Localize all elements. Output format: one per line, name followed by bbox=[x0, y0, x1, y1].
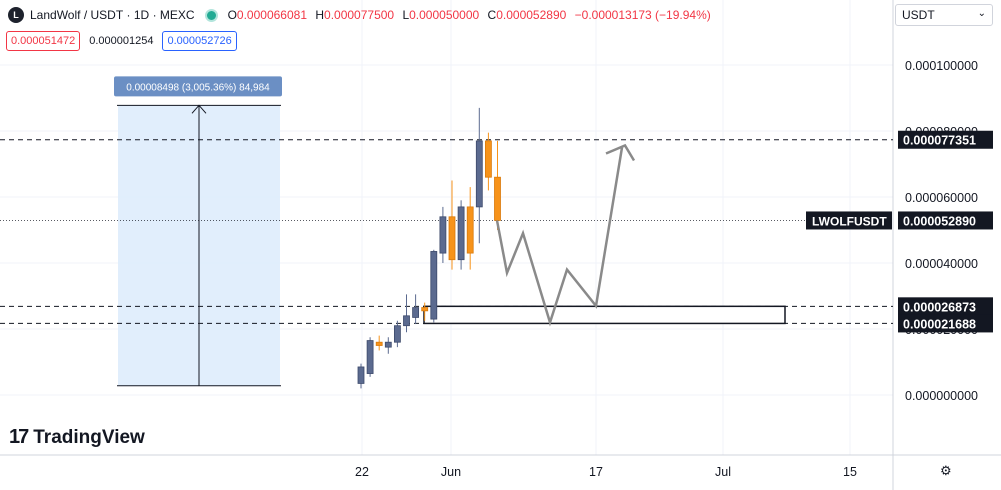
price-level-tag bbox=[898, 211, 993, 230]
price-tick-label: 0.000100000 bbox=[905, 59, 978, 73]
candle bbox=[439, 206, 447, 263]
candle bbox=[448, 180, 456, 270]
candle-body bbox=[366, 340, 374, 374]
candle-body bbox=[403, 315, 410, 327]
price-tick-label: 0.000000000 bbox=[905, 389, 978, 403]
support-zone-box bbox=[423, 305, 786, 325]
ohlc-values: O0.000066081 H0.000077500 L0.000050000 C… bbox=[227, 8, 711, 22]
candle-body bbox=[393, 325, 401, 343]
candle bbox=[375, 335, 383, 351]
candle-body bbox=[430, 251, 438, 320]
symbol-tag bbox=[806, 211, 892, 230]
sell-button[interactable]: 0.000051472 bbox=[6, 31, 81, 51]
measure-arrow-head-icon bbox=[191, 104, 207, 114]
candle bbox=[357, 363, 365, 389]
price-level-tag bbox=[898, 314, 993, 333]
candle-body bbox=[375, 341, 383, 346]
candle-body bbox=[357, 366, 365, 384]
candle bbox=[366, 337, 374, 377]
quote-currency: USDT bbox=[90, 8, 124, 22]
time-tick-label: 15 bbox=[843, 465, 857, 479]
candle bbox=[384, 337, 392, 354]
time-tick-label: Jun bbox=[441, 465, 461, 479]
candle-body bbox=[448, 216, 456, 261]
price-level-tag-label: 0.000021688 bbox=[903, 317, 976, 331]
candle bbox=[494, 140, 501, 230]
price-level-tag bbox=[898, 297, 993, 316]
buy-button[interactable]: 0.000052726 bbox=[162, 31, 237, 51]
settings-icon[interactable]: ⚙ bbox=[940, 463, 952, 478]
projection-arrow-head-icon bbox=[605, 143, 636, 162]
candle bbox=[430, 249, 438, 323]
landwolf-logo-icon: L bbox=[8, 7, 24, 23]
price-level-tag-label: 0.000052890 bbox=[903, 214, 976, 228]
tradingview-logo: 17 TradingView bbox=[9, 426, 145, 449]
change-value: −0.000013173 (−19.94%) bbox=[574, 8, 711, 22]
candle bbox=[412, 294, 420, 325]
projection-path bbox=[495, 147, 624, 327]
candle-body bbox=[384, 341, 392, 348]
price-tick-label: 0.000040000 bbox=[905, 257, 978, 271]
interval-label[interactable]: 1D bbox=[133, 8, 150, 22]
exchange-label: MEXC bbox=[159, 8, 195, 22]
time-tick-label: Jul bbox=[715, 465, 731, 479]
quote-panel: 0.000051472 0.000001254 0.000052726 bbox=[6, 31, 237, 51]
currency-select[interactable]: USDT ⌄ bbox=[895, 4, 993, 26]
candle-body bbox=[466, 206, 474, 254]
candle bbox=[457, 200, 465, 270]
measure-label-box bbox=[114, 76, 282, 97]
candle bbox=[466, 187, 474, 270]
candle-body bbox=[494, 176, 501, 221]
chevron-down-icon: ⌄ bbox=[977, 8, 986, 19]
candle-body bbox=[412, 307, 420, 318]
measure-label: 0.00008498 (3,005.36%) 84,984 bbox=[126, 82, 270, 93]
tradingview-mark-icon: 17 bbox=[9, 426, 29, 448]
price-level-tag-label: 0.000026873 bbox=[903, 300, 976, 314]
candle-body bbox=[421, 307, 429, 312]
price-tick-label: 0.000060000 bbox=[905, 191, 978, 205]
time-tick-label: 22 bbox=[355, 465, 369, 479]
candle bbox=[421, 302, 429, 321]
price-level-tag bbox=[898, 130, 993, 149]
candle-body bbox=[439, 216, 447, 254]
candle bbox=[393, 320, 401, 348]
price-level-tag-label: 0.000077351 bbox=[903, 134, 976, 148]
symbol-name[interactable]: LandWolf bbox=[30, 8, 81, 22]
candle-body bbox=[457, 206, 465, 261]
candle bbox=[403, 294, 410, 333]
symbol-header: L LandWolf / USDT · 1D · MEXC O0.0000660… bbox=[8, 5, 716, 25]
candle-body bbox=[484, 140, 492, 178]
candle bbox=[475, 107, 483, 244]
spread-value: 0.000001254 bbox=[89, 35, 154, 47]
symbol-tag-label: LWOLFUSDT bbox=[812, 214, 887, 228]
tradingview-wordmark: TradingView bbox=[33, 426, 145, 448]
candle bbox=[484, 132, 492, 191]
candle-body bbox=[475, 140, 483, 208]
time-tick-label: 17 bbox=[589, 465, 603, 479]
market-open-status-icon bbox=[204, 8, 218, 22]
